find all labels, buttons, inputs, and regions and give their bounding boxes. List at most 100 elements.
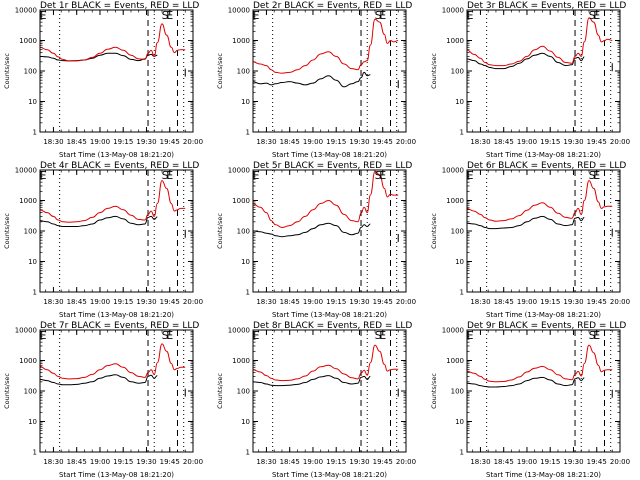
y-axis-label: Counts/sec [430, 53, 438, 89]
y-tick-label: 100 [24, 388, 37, 396]
panel-title: Det 4r BLACK = Events, RED = LLD [40, 161, 199, 171]
x-tick-label: 20:00 [183, 138, 203, 146]
x-tick-label: 19:15 [540, 138, 560, 146]
panel-title: Det 1r BLACK = Events, RED = LLD [40, 1, 199, 11]
x-tick-label: 19:15 [113, 298, 133, 306]
chart-panel: Det 9r BLACK = Events, RED = LLD Counts/s… [430, 321, 630, 479]
y-axis-label: Counts/sec [3, 213, 11, 249]
plot-frame [252, 9, 407, 133]
marker-e: E [379, 9, 386, 22]
y-tick-label: 100 [237, 388, 250, 396]
x-tick-label: 18:45 [67, 458, 87, 466]
x-tick-label: 18:45 [280, 138, 300, 146]
x-axis-label: Start Time (13-May-08 18:21:20) [272, 151, 387, 159]
x-tick-label: 19:00 [517, 458, 537, 466]
x-tick-label: 20:00 [610, 458, 630, 466]
y-tick-label: 100 [451, 228, 464, 236]
y-tick-label: 10000 [228, 7, 250, 15]
y-tick-label: 100 [237, 228, 250, 236]
marker-e: E [466, 329, 473, 342]
marker-e: E [39, 9, 46, 22]
y-axis-label: Counts/sec [216, 213, 224, 249]
x-axis-label: Start Time (13-May-08 18:21:20) [486, 311, 601, 319]
x-tick-label: 18:45 [494, 458, 514, 466]
x-tick-label: 18:30 [470, 458, 490, 466]
chart-panel: Det 8r BLACK = Events, RED = LLD Counts/s… [216, 321, 416, 479]
marker-e: E [166, 9, 173, 22]
x-tick-label: 19:45 [160, 458, 180, 466]
marker-e: E [466, 169, 473, 182]
x-tick-label: 19:45 [160, 138, 180, 146]
x-tick-label: 20:00 [396, 298, 416, 306]
events-series-line [39, 215, 158, 227]
x-tick-label: 19:45 [373, 138, 393, 146]
y-tick-label: 1000 [232, 197, 250, 205]
y-tick-label: 10000 [15, 327, 37, 335]
lld-series-line [466, 180, 613, 222]
marker-e: E [252, 9, 259, 22]
y-tick-label: 10000 [442, 327, 464, 335]
x-tick-label: 19:30 [136, 138, 156, 146]
y-tick-label: 100 [24, 228, 37, 236]
x-axis-label: Start Time (13-May-08 18:21:20) [59, 151, 174, 159]
marker-s: S [162, 169, 169, 182]
marker-s: S [375, 9, 382, 22]
plot-frame [466, 329, 621, 453]
y-tick-label: 10 [241, 258, 250, 266]
x-tick-label: 18:30 [256, 298, 276, 306]
chart-panel: Det 7r BLACK = Events, RED = LLD Counts/s… [3, 321, 203, 479]
y-tick-label: 1000 [446, 357, 464, 365]
plot-frame [39, 169, 194, 293]
chart-panel: Det 4r BLACK = Events, RED = LLD Counts/s… [3, 161, 203, 319]
marker-e: E [593, 169, 600, 182]
x-tick-label: 18:45 [494, 298, 514, 306]
x-tick-label: 19:00 [90, 298, 110, 306]
lld-series-line [252, 344, 399, 382]
y-tick-label: 1 [246, 129, 250, 137]
chart-panel: Det 3r BLACK = Events, RED = LLD Counts/s… [430, 1, 630, 159]
marker-s: S [589, 169, 596, 182]
x-tick-label: 19:45 [373, 298, 393, 306]
events-series-line [252, 375, 371, 387]
x-axis-label: Start Time (13-May-08 18:21:20) [486, 151, 601, 159]
y-tick-label: 10 [241, 98, 250, 106]
plot-frame [466, 169, 621, 293]
chart-panel: Det 5r BLACK = Events, RED = LLD Counts/s… [216, 161, 416, 319]
marker-e: E [39, 329, 46, 342]
chart-panel: Det 6r BLACK = Events, RED = LLD Counts/s… [430, 161, 630, 319]
marker-e: E [593, 9, 600, 22]
x-tick-label: 18:45 [494, 138, 514, 146]
x-tick-label: 18:30 [43, 298, 63, 306]
events-series-line [252, 222, 371, 238]
plot-frame [252, 169, 407, 293]
x-tick-label: 18:45 [280, 298, 300, 306]
marker-e: E [593, 329, 600, 342]
y-tick-label: 1000 [19, 197, 37, 205]
marker-e: E [166, 329, 173, 342]
x-tick-label: 19:30 [349, 298, 369, 306]
y-tick-label: 1 [33, 289, 37, 297]
x-tick-label: 20:00 [610, 298, 630, 306]
x-tick-label: 18:30 [256, 138, 276, 146]
marker-s: S [589, 329, 596, 342]
y-tick-label: 1 [460, 289, 464, 297]
x-tick-label: 19:00 [517, 138, 537, 146]
y-axis-label: Counts/sec [216, 53, 224, 89]
y-tick-label: 1 [246, 449, 250, 457]
y-tick-label: 100 [451, 388, 464, 396]
y-tick-label: 10000 [228, 167, 250, 175]
x-tick-label: 19:45 [587, 138, 607, 146]
marker-s: S [162, 9, 169, 22]
y-axis-label: Counts/sec [430, 373, 438, 409]
y-tick-label: 10 [28, 418, 37, 426]
x-tick-label: 20:00 [396, 458, 416, 466]
marker-s: S [589, 9, 596, 22]
events-series-line [252, 71, 371, 88]
lld-series-line [252, 18, 399, 74]
events-series-line [466, 52, 585, 70]
x-tick-label: 19:45 [160, 298, 180, 306]
y-axis-label: Counts/sec [216, 373, 224, 409]
x-axis-label: Start Time (13-May-08 18:21:20) [272, 311, 387, 319]
y-tick-label: 100 [451, 68, 464, 76]
